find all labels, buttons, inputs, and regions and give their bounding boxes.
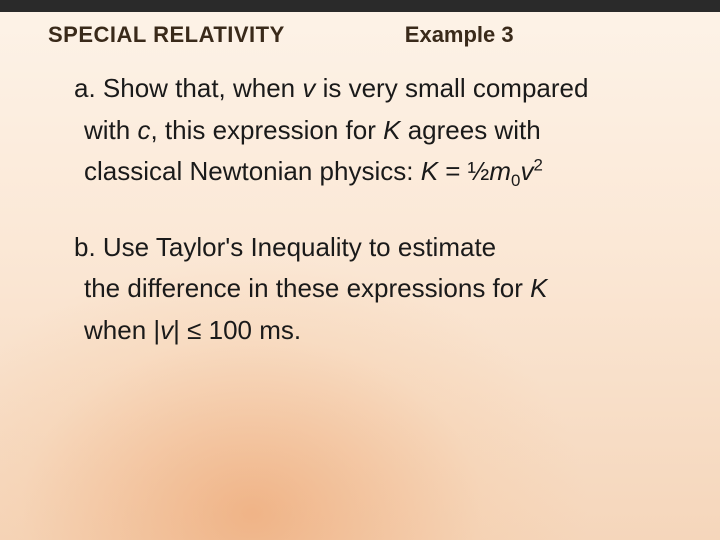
slide-header: SPECIAL RELATIVITY Example 3 bbox=[0, 12, 720, 60]
text: with bbox=[84, 115, 137, 145]
text: , this expression for bbox=[150, 115, 383, 145]
paragraph-a: a. Show that, when v is very small compa… bbox=[56, 68, 680, 193]
var-K: K bbox=[383, 115, 400, 145]
var-K: K bbox=[530, 273, 547, 303]
para-a-line-3: classical Newtonian physics: K = ½m0v2 bbox=[56, 151, 680, 193]
top-bar bbox=[0, 0, 720, 12]
text: = ½ bbox=[438, 156, 489, 186]
var-m: m bbox=[489, 156, 511, 186]
text: the difference in these expressions for bbox=[84, 273, 530, 303]
para-a-line-2: with c, this expression for K agrees wit… bbox=[56, 110, 680, 152]
para-a-line-1: a. Show that, when v is very small compa… bbox=[56, 68, 680, 110]
superscript-2: 2 bbox=[533, 156, 542, 175]
var-K: K bbox=[421, 156, 438, 186]
text: a. Show that, when bbox=[74, 73, 302, 103]
slide-content: a. Show that, when v is very small compa… bbox=[0, 60, 720, 352]
text: when | bbox=[84, 315, 160, 345]
paragraph-b: b. Use Taylor's Inequality to estimate t… bbox=[56, 227, 680, 352]
var-v: v bbox=[520, 156, 533, 186]
text: agrees with bbox=[400, 115, 540, 145]
header-title-left: SPECIAL RELATIVITY bbox=[0, 22, 285, 48]
header-title-right: Example 3 bbox=[285, 22, 514, 48]
var-v: v bbox=[160, 315, 173, 345]
text: classical Newtonian physics: bbox=[84, 156, 421, 186]
text: is very small compared bbox=[315, 73, 588, 103]
text: | ≤ 100 ms. bbox=[173, 315, 301, 345]
para-b-line-3: when |v| ≤ 100 ms. bbox=[56, 310, 680, 352]
var-c: c bbox=[137, 115, 150, 145]
para-b-line-2: the difference in these expressions for … bbox=[56, 268, 680, 310]
var-v: v bbox=[302, 73, 315, 103]
para-b-line-1: b. Use Taylor's Inequality to estimate bbox=[56, 227, 680, 269]
